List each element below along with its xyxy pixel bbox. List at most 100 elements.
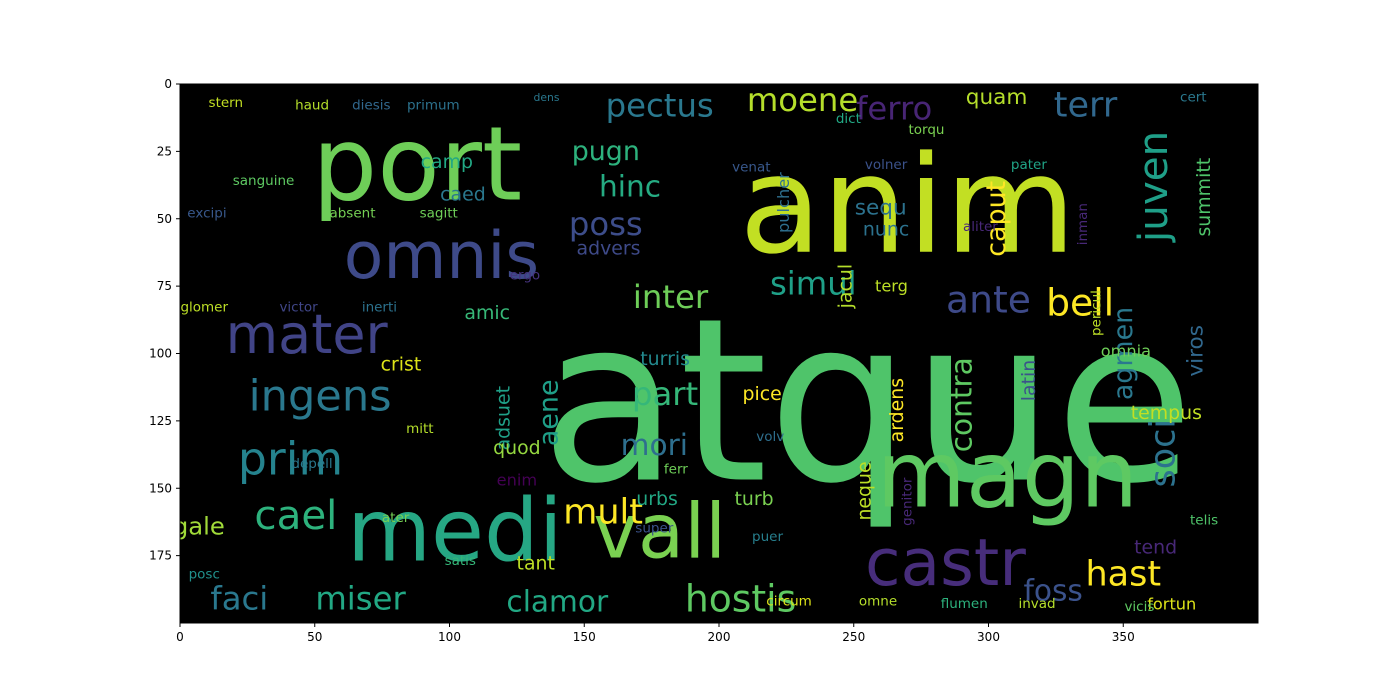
word-excipi: excipi [187, 205, 226, 221]
y-tick-label: 125 [149, 414, 172, 428]
word-quam: quam [966, 85, 1028, 110]
word-vicis: vicis [1124, 599, 1154, 615]
word-vall: vall [593, 487, 726, 575]
word-ferr: ferr [664, 461, 688, 477]
word-viros: viros [1184, 325, 1209, 377]
word-pectus: pectus [606, 87, 714, 125]
word-magn: magn [877, 421, 1139, 528]
word-terg: terg [875, 277, 908, 296]
word-ante: ante [946, 278, 1031, 322]
word-mitt: mitt [406, 421, 434, 437]
word-summitt: summitt [1193, 158, 1215, 237]
word-neque: neque [854, 461, 876, 520]
word-caput: caput [981, 181, 1012, 257]
word-mater: mater [226, 303, 389, 366]
word-volner: volner [865, 157, 908, 173]
word-prim: prim [238, 432, 343, 486]
word-hostis: hostis [685, 577, 796, 621]
word-juven: juven [1129, 131, 1177, 243]
word-torqu: torqu [909, 122, 945, 138]
word-sagitt: sagitt [420, 205, 458, 221]
word-tempus: tempus [1131, 402, 1202, 424]
word-fortun: fortun [1147, 595, 1196, 614]
word-primum: primum [407, 98, 460, 114]
word-sanguine: sanguine [233, 173, 295, 189]
word-quod: quod [493, 437, 541, 459]
word-dens: dens [534, 91, 560, 104]
word-tend: tend [1134, 537, 1177, 559]
word-ater: ater [382, 510, 410, 526]
y-tick-label: 0 [164, 77, 172, 91]
word-telis: telis [1190, 513, 1218, 529]
word-mori: mori [621, 428, 688, 462]
x-tick-label: 200 [708, 630, 731, 644]
word-inerti: inerti [362, 300, 397, 316]
word-aliter: aliter [963, 219, 998, 235]
word-mult: mult [563, 493, 643, 533]
word-castr: castr [865, 526, 1026, 601]
word-inter: inter [633, 278, 709, 316]
word-moene: moene [747, 81, 858, 119]
word-absent: absent [329, 205, 375, 221]
word-clamor: clamor [506, 584, 609, 618]
word-ergo: ergo [510, 267, 540, 283]
word-tant: tant [517, 553, 555, 575]
word-turb: turb [734, 488, 773, 510]
y-tick-label: 75 [157, 279, 172, 293]
word-miser: miser [315, 580, 406, 618]
word-latin: latin [1018, 360, 1040, 401]
word-ingens: ingens [249, 372, 392, 422]
word-part: part [632, 375, 698, 413]
word-pericul: pericul [1088, 290, 1104, 336]
word-ardens: ardens [886, 378, 908, 442]
word-hast: hast [1085, 554, 1161, 594]
word-omnia: omnia [1101, 341, 1151, 360]
y-tick-label: 100 [149, 347, 172, 361]
word-foss: foss [1023, 574, 1082, 608]
word-hinc: hinc [599, 169, 661, 203]
word-stern: stern [209, 95, 244, 111]
x-tick-label: 250 [842, 630, 865, 644]
word-cael: cael [254, 491, 337, 539]
word-terr: terr [1054, 86, 1118, 126]
word-gale: gale [173, 511, 225, 540]
x-tick-label: 50 [307, 630, 322, 644]
x-tick-label: 300 [977, 630, 1000, 644]
word-posc: posc [189, 566, 220, 582]
word-super: super [635, 521, 673, 537]
word-soci: soci [1144, 419, 1184, 488]
word-atque: atque [540, 271, 1194, 534]
word-diesis: diesis [352, 98, 390, 114]
word-urbs: urbs [636, 488, 678, 510]
word-anim: anim [739, 127, 1076, 284]
word-medi: medi [347, 481, 563, 581]
y-tick-label: 25 [157, 144, 172, 158]
y-tick-label: 50 [157, 212, 172, 226]
word-jacul: jacul [835, 264, 857, 309]
y-axis: 0 25 50 75 100 125 150 175 [149, 77, 180, 563]
word-crist: crist [381, 353, 422, 375]
word-omne: omne [859, 593, 897, 609]
word-port: port [312, 105, 522, 224]
word-glomer: glomer [180, 300, 228, 316]
word-victor: victor [279, 300, 318, 316]
word-haud: haud [295, 98, 329, 114]
word-bell: bell [1046, 280, 1114, 324]
x-tick-label: 0 [176, 630, 184, 644]
word-poss: poss [569, 205, 643, 243]
word-dict: dict [836, 111, 861, 127]
wordcloud-image-area [180, 84, 1258, 623]
word-omnis: omnis [344, 219, 539, 294]
word-advers: advers [577, 237, 641, 259]
word-caed: caed [440, 183, 486, 205]
y-tick-label: 150 [149, 481, 172, 495]
word-adsuet: adsuet [492, 386, 514, 450]
x-tick-label: 100 [438, 630, 461, 644]
word-venat: venat [732, 160, 770, 176]
word-ferro: ferro [856, 89, 932, 127]
word-genitor: genitor [900, 477, 916, 526]
word-faci: faci [210, 580, 268, 618]
word-turris: turris [640, 348, 690, 370]
